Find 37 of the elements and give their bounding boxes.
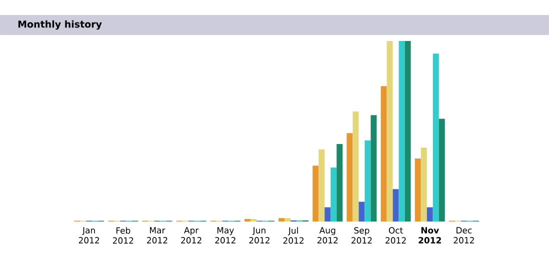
bar: [380, 86, 387, 222]
x-tick-label: Oct 2012: [386, 227, 406, 244]
x-tick-label: Feb 2012: [112, 227, 134, 244]
x-tick-label: Aug 2012: [317, 227, 338, 244]
bar: [330, 167, 337, 222]
bar: [426, 207, 433, 222]
chart-title: Monthly history: [18, 20, 102, 30]
bar: [352, 111, 359, 222]
bar: [404, 40, 411, 222]
x-tick-label: Jun 2012: [249, 227, 270, 244]
x-tick-label: Nov 2012: [418, 227, 441, 244]
bar: [336, 144, 343, 222]
x-tick-label: Jan 2012: [78, 227, 100, 244]
bar: [312, 166, 319, 222]
bar: [414, 158, 421, 222]
bar: [432, 54, 439, 222]
bar: [278, 218, 285, 222]
bar: [438, 118, 445, 222]
bar: [250, 218, 256, 222]
x-tick-label: May 2012: [215, 227, 236, 244]
bar: [386, 40, 393, 222]
bar: [358, 202, 365, 222]
bar: [364, 140, 371, 222]
bar: [244, 218, 250, 222]
x-tick-label: Sep 2012: [352, 227, 372, 244]
x-tick-label: Apr 2012: [181, 227, 202, 244]
bar: [346, 133, 353, 222]
bar: [420, 148, 427, 222]
bar: [284, 218, 291, 222]
x-tick-label: Mar 2012: [147, 227, 168, 244]
x-tick-label: Dec 2012: [454, 227, 474, 244]
bar: [324, 207, 331, 222]
bar: [398, 40, 405, 222]
x-tick-label: Jul 2012: [283, 227, 304, 244]
bar: [370, 115, 377, 222]
bar: [392, 189, 399, 222]
bar: [318, 149, 325, 222]
